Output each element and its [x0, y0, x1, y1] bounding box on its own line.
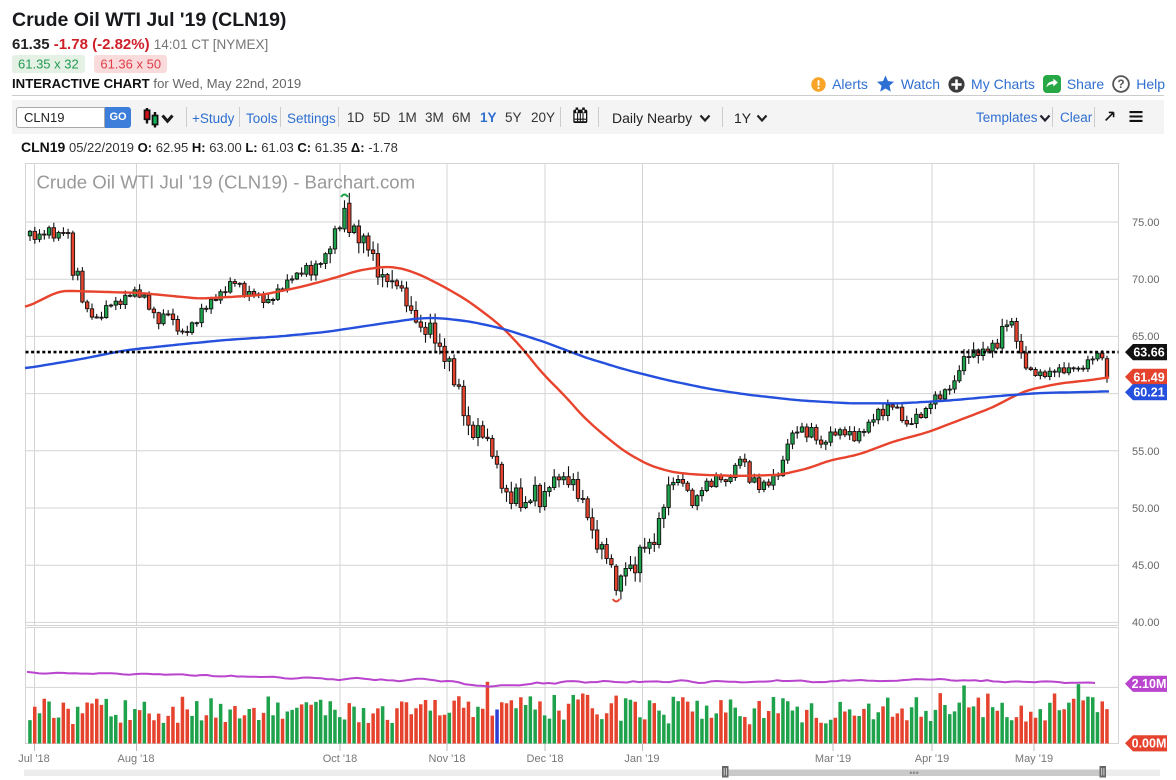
- svg-text:70.00: 70.00: [1132, 274, 1160, 286]
- svg-text:Jan '19: Jan '19: [624, 753, 659, 765]
- svg-text:2.10M: 2.10M: [1132, 677, 1167, 691]
- svg-text:Jul '18: Jul '18: [18, 753, 49, 765]
- svg-text:Nov '18: Nov '18: [429, 753, 466, 765]
- svg-text:Dec '18: Dec '18: [527, 753, 564, 765]
- svg-text:•••: •••: [909, 768, 918, 778]
- svg-text:65.00: 65.00: [1132, 331, 1160, 343]
- svg-text:Crude Oil WTI Jul '19 (CLN19): Crude Oil WTI Jul '19 (CLN19) - Barchart…: [37, 172, 416, 193]
- svg-text:?: ?: [1118, 77, 1125, 91]
- svg-text:Apr '19: Apr '19: [915, 753, 950, 765]
- svg-text:75.00: 75.00: [1132, 217, 1160, 229]
- svg-text:May '19: May '19: [1015, 753, 1053, 765]
- svg-text:Mar '19: Mar '19: [815, 753, 851, 765]
- svg-text:Aug '18: Aug '18: [118, 753, 155, 765]
- svg-text:63.66: 63.66: [1133, 346, 1164, 360]
- svg-text:50.00: 50.00: [1132, 503, 1160, 515]
- svg-text:61.49: 61.49: [1133, 370, 1164, 384]
- svg-text:60.21: 60.21: [1133, 386, 1164, 400]
- svg-text:45.00: 45.00: [1132, 560, 1160, 572]
- svg-text:55.00: 55.00: [1132, 446, 1160, 458]
- svg-text:40.00: 40.00: [1132, 617, 1160, 629]
- svg-text:Oct '18: Oct '18: [323, 753, 358, 765]
- svg-text:0.00M: 0.00M: [1132, 737, 1167, 751]
